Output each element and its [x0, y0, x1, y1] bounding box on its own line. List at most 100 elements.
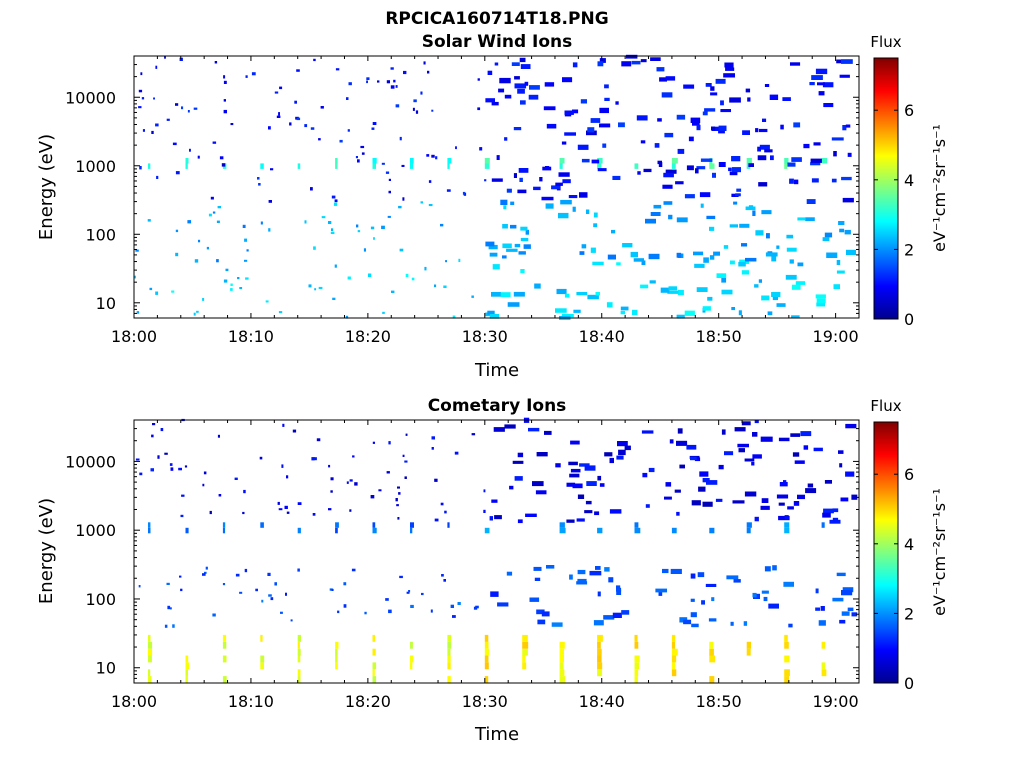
heatmap-cell [382, 311, 385, 314]
heatmap-cell [222, 641, 227, 649]
heatmap-cell [372, 662, 377, 670]
heatmap-cell [676, 114, 686, 120]
heatmap-cell [335, 655, 338, 663]
heatmap-cell [522, 662, 527, 670]
heatmap-cell [502, 243, 512, 249]
heatmap-cell [648, 253, 660, 260]
plot-area [134, 420, 859, 683]
heatmap-cell [771, 292, 781, 297]
heatmap-cell [787, 162, 796, 167]
heatmap-cell [659, 77, 667, 82]
heatmap-cell [393, 79, 396, 83]
heatmap-cell [815, 607, 820, 611]
heatmap-cell [599, 107, 609, 114]
heatmap-cell [821, 662, 826, 670]
heatmap-cell [568, 461, 578, 466]
heatmap-cell [520, 100, 526, 105]
heatmap-cell [388, 441, 391, 445]
heatmap-cell [491, 101, 499, 106]
heatmap-cell [636, 115, 648, 121]
heatmap-cell [457, 602, 461, 605]
heatmap-cell [509, 485, 514, 490]
heatmap-cell [597, 61, 604, 67]
heatmap-cell [618, 122, 625, 128]
heatmap-cell [372, 634, 376, 642]
heatmap-cell [316, 438, 321, 442]
heatmap-cell [671, 669, 677, 677]
heatmap-cell [490, 591, 499, 597]
heatmap-cell [752, 592, 757, 598]
heatmap-cell [541, 196, 554, 201]
colorbar-tick-label: 6 [904, 101, 914, 120]
heatmap-cell [822, 512, 831, 518]
heatmap-cell [187, 220, 192, 224]
heatmap-cell [138, 106, 142, 109]
heatmap-cell [821, 158, 828, 164]
heatmap-cell [328, 508, 332, 511]
heatmap-cell [561, 141, 567, 145]
heatmap-cell [225, 268, 229, 272]
heatmap-cell [444, 510, 447, 514]
heatmap-cell [440, 502, 444, 506]
heatmap-cell [244, 568, 248, 573]
heatmap-cell [810, 158, 822, 163]
heatmap-cell [784, 515, 789, 520]
heatmap-cell [514, 476, 523, 481]
heatmap-cell [318, 138, 321, 141]
heatmap-cell [223, 99, 226, 102]
heatmap-cell [518, 168, 529, 173]
heatmap-cell [738, 310, 742, 316]
heatmap-cell [403, 70, 407, 75]
heatmap-cell [434, 478, 438, 482]
heatmap-cell [705, 83, 712, 87]
y-tick-label: 10 [96, 659, 116, 678]
heatmap-cell [803, 445, 809, 450]
heatmap-cell [510, 201, 515, 205]
heatmap-cell [845, 423, 857, 429]
heatmap-cell [214, 61, 218, 64]
heatmap-cell [585, 500, 592, 505]
heatmap-cell [641, 260, 646, 265]
heatmap-cell [709, 676, 715, 683]
heatmap-cell [223, 279, 228, 283]
heatmap-cell [661, 92, 673, 98]
heatmap-cell [189, 148, 191, 152]
heatmap-cell [339, 139, 343, 143]
heatmap-cell [592, 261, 604, 266]
heatmap-cell [141, 97, 145, 100]
heatmap-cell [709, 655, 716, 663]
colorbar-tick-label: 4 [904, 171, 914, 190]
heatmap-cell [625, 54, 638, 59]
heatmap-cell [390, 85, 395, 89]
heatmap-cell [662, 184, 673, 189]
heatmap-cell [343, 604, 347, 608]
heatmap-cell [544, 430, 552, 435]
heatmap-cell [671, 634, 676, 642]
heatmap-cell [793, 501, 800, 506]
heatmap-cell [487, 70, 493, 75]
heatmap-cell [818, 620, 826, 626]
panel-cometary-ions: Cometary Ions 18:00 18:10 18:20 18:30 18:40 1… [36, 396, 949, 745]
heatmap-cell [815, 68, 828, 75]
heatmap-cell [539, 177, 543, 182]
heatmap-cell [335, 662, 338, 670]
heatmap-cell [452, 315, 456, 319]
heatmap-cell [572, 62, 578, 68]
heatmap-cell [421, 592, 424, 596]
heatmap-cell [219, 156, 224, 160]
heatmap-cell [671, 662, 676, 670]
heatmap-cell [354, 482, 358, 486]
heatmap-cell [335, 163, 338, 169]
heatmap-cell [700, 158, 713, 162]
heatmap-cell [616, 455, 624, 460]
heatmap-cell [696, 287, 708, 292]
heatmap-cell [314, 457, 317, 461]
heatmap-cell [645, 504, 650, 508]
heatmap-cell [566, 482, 576, 487]
heatmap-cell [676, 217, 688, 223]
heatmap-cell [761, 295, 770, 301]
heatmap-cell [841, 590, 853, 596]
heatmap-cell [599, 123, 611, 128]
heatmap-cell [831, 137, 844, 141]
x-tick-label: 18:00 [111, 327, 157, 346]
